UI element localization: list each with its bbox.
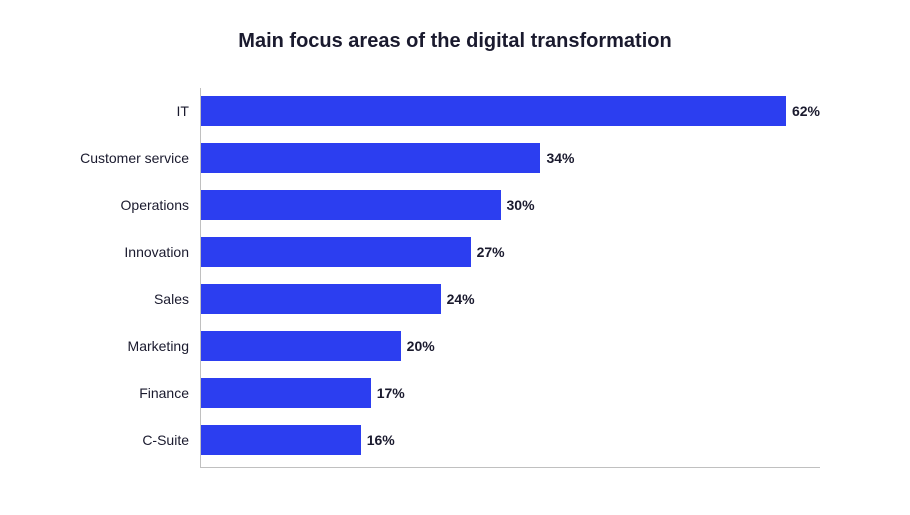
bar-category-label: Finance [139, 385, 189, 401]
bar-category-label: Marketing [128, 338, 189, 354]
bar-category-label: Innovation [124, 244, 189, 260]
bar-value-label: 24% [447, 291, 475, 307]
bar-value-label: 17% [377, 385, 405, 401]
bar-rect [201, 237, 471, 267]
bar-row: Finance17% [201, 378, 820, 408]
bar-category-label: Operations [121, 197, 189, 213]
bar-rect [201, 143, 540, 173]
bar-row: Innovation27% [201, 237, 820, 267]
bar-row: Operations30% [201, 190, 820, 220]
bar-row: IT62% [201, 96, 820, 126]
bar-row: C-Suite16% [201, 425, 820, 455]
bar-rect [201, 190, 501, 220]
bar-row: Marketing20% [201, 331, 820, 361]
bar-row: Sales24% [201, 284, 820, 314]
bar-category-label: Sales [154, 291, 189, 307]
bar-rect [201, 378, 371, 408]
bar-rect [201, 425, 361, 455]
bar-category-label: IT [177, 103, 189, 119]
chart-plot-area: IT62% Customer service34% Operations30% Inn… [200, 88, 820, 468]
bar-rect [201, 331, 401, 361]
bar-value-label: 27% [477, 244, 505, 260]
bar-row: Customer service34% [201, 143, 820, 173]
bar-rect [201, 284, 441, 314]
bar-value-label: 34% [546, 150, 574, 166]
bar-category-label: Customer service [80, 150, 189, 166]
bar-value-label: 16% [367, 432, 395, 448]
bar-value-label: 30% [507, 197, 535, 213]
bar-rect [201, 96, 786, 126]
chart-title: Main focus areas of the digital transfor… [40, 30, 870, 53]
bar-category-label: C-Suite [142, 432, 189, 448]
bar-value-label: 20% [407, 338, 435, 354]
bar-value-label: 62% [792, 103, 820, 119]
